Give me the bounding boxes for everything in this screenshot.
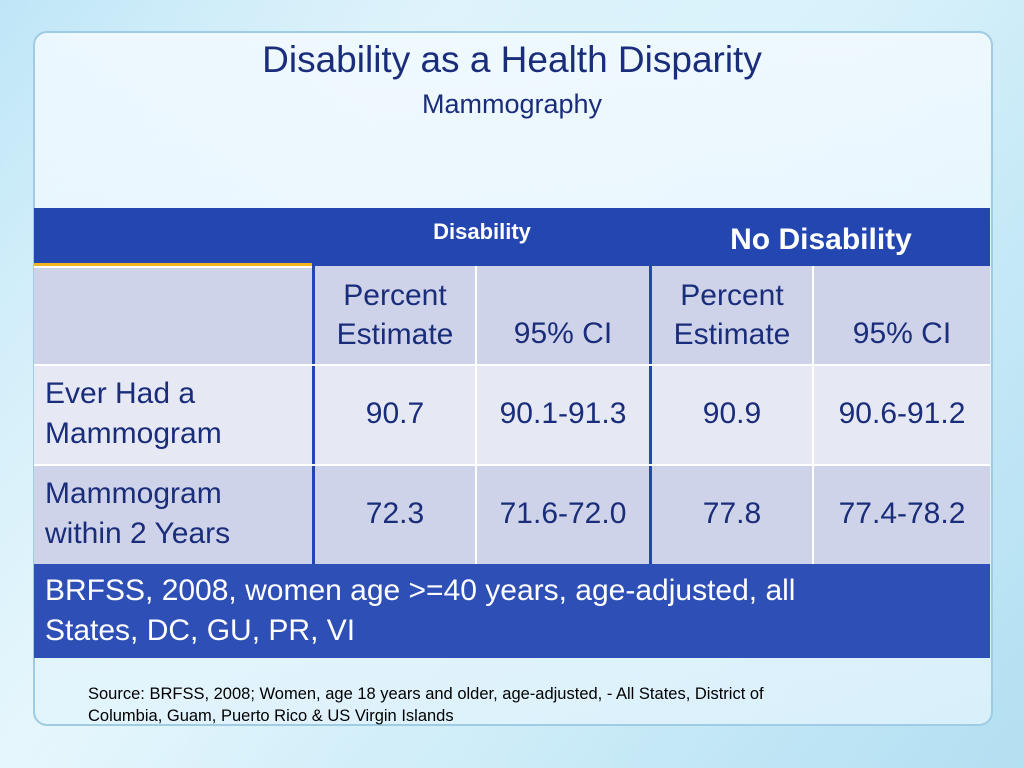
row-label: Ever Had a Mammogram bbox=[45, 364, 315, 464]
sub-header-text: Percent bbox=[343, 279, 447, 312]
group-header-disability: Disability bbox=[433, 219, 531, 244]
row-label-text: Mammogram bbox=[45, 477, 222, 510]
table-footer-text: States, DC, GU, PR, VI bbox=[45, 614, 356, 647]
source-citation: Source: BRFSS, 2008; Women, age 18 years… bbox=[88, 683, 948, 727]
cell-no-disability-estimate: 77.8 bbox=[702, 497, 762, 530]
group-header-no-disability: No Disability bbox=[730, 223, 912, 256]
source-text: Source: BRFSS, 2008; Women, age 18 years… bbox=[88, 685, 764, 703]
table-footer-text: BRFSS, 2008, women age >=40 years, age-a… bbox=[45, 574, 796, 607]
row-label: Mammogram within 2 Years bbox=[45, 464, 315, 564]
row-label-text: Ever Had a bbox=[45, 377, 196, 410]
row-divider bbox=[34, 266, 312, 268]
column-divider bbox=[649, 208, 652, 564]
slide-title: Disability as a Health Disparity bbox=[262, 39, 762, 80]
column-divider bbox=[475, 266, 477, 564]
sub-header-text: Percent bbox=[680, 279, 784, 312]
table-row bbox=[34, 464, 990, 564]
table-row bbox=[34, 364, 990, 464]
row-divider bbox=[34, 364, 990, 366]
row-label-text: Mammogram bbox=[45, 417, 222, 450]
cell-no-disability-ci: 77.4-78.2 bbox=[838, 497, 966, 530]
sub-header-text: Estimate bbox=[673, 318, 791, 351]
sub-header-disability-percent: Percent Estimate bbox=[315, 266, 475, 364]
cell-disability-ci: 71.6-72.0 bbox=[499, 497, 627, 530]
group-header-row bbox=[34, 208, 990, 266]
row-label-text: within 2 Years bbox=[45, 517, 231, 550]
cell-disability-estimate: 72.3 bbox=[365, 497, 425, 530]
sub-header-no-disability-ci: 95% CI bbox=[852, 317, 952, 350]
cell-no-disability-ci: 90.6-91.2 bbox=[838, 397, 966, 430]
source-text: Columbia, Guam, Puerto Rico & US Virgin … bbox=[88, 707, 454, 725]
sub-header-no-disability-percent: Percent Estimate bbox=[652, 266, 812, 364]
sub-header-text: Estimate bbox=[336, 318, 454, 351]
data-table: Disability No Disability Percent Estimat… bbox=[34, 208, 990, 658]
column-divider bbox=[812, 266, 814, 564]
cell-disability-estimate: 90.7 bbox=[365, 397, 425, 430]
sub-header-disability-ci: 95% CI bbox=[513, 317, 613, 350]
cell-disability-ci: 90.1-91.3 bbox=[499, 397, 627, 430]
column-divider bbox=[312, 208, 315, 564]
table-footer-note: BRFSS, 2008, women age >=40 years, age-a… bbox=[34, 564, 990, 658]
cell-no-disability-estimate: 90.9 bbox=[702, 397, 762, 430]
row-divider bbox=[34, 464, 990, 466]
sub-header-row bbox=[34, 266, 990, 364]
header-accent-bar bbox=[34, 263, 312, 267]
slide-subtitle: Mammography bbox=[421, 89, 603, 119]
